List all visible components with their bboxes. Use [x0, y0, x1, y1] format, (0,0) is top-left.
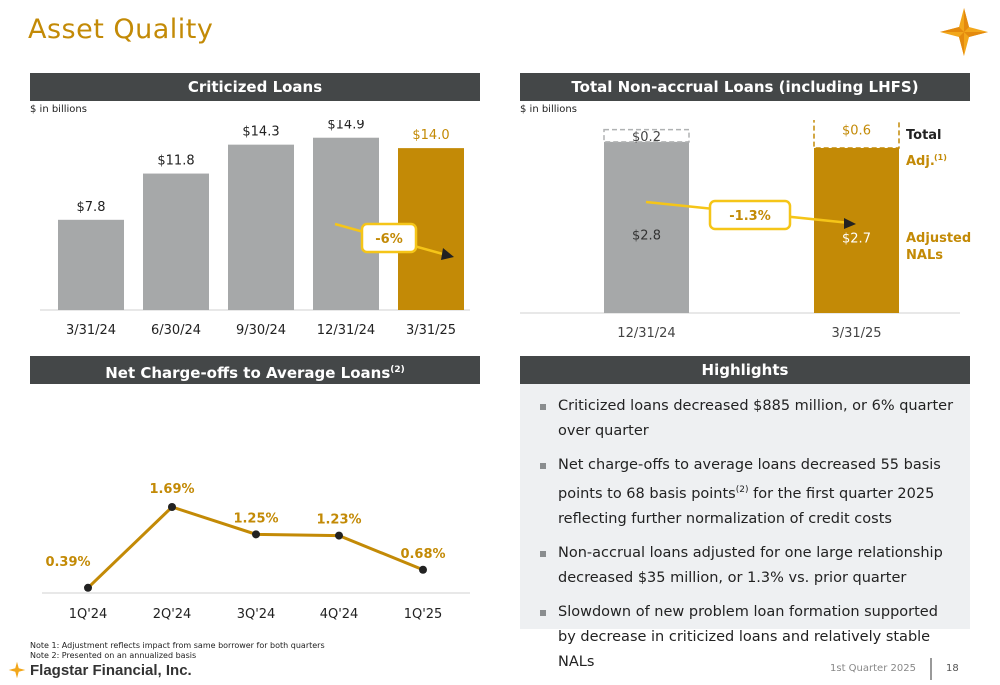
criticized-loans-header: Criticized Loans	[30, 73, 480, 101]
highlights-box: Criticized loans decreased $885 million,…	[520, 384, 970, 670]
adjustment-dashed-bar	[813, 120, 900, 149]
footer-divider	[930, 658, 932, 680]
x-tick-label: 1Q'25	[404, 607, 443, 622]
x-tick-label: 6/30/24	[151, 323, 201, 338]
flagstar-star-logo-icon	[940, 8, 988, 56]
x-tick-label: 3/31/24	[66, 323, 116, 338]
highlight-note: (2)	[735, 485, 749, 495]
highlights-list: Criticized loans decreased $885 million,…	[520, 384, 970, 675]
trend-arrowhead	[441, 248, 454, 260]
legend-adjusted-label: Adjusted	[906, 231, 971, 246]
data-point-label: 1.69%	[149, 482, 194, 497]
change-callout-box	[708, 199, 792, 231]
highlight-item: Non-accrual loans adjusted for one large…	[540, 541, 956, 591]
bar	[143, 173, 209, 310]
total-value-label: $2.9	[632, 120, 661, 121]
bar	[58, 219, 124, 310]
data-point-label: 0.68%	[400, 547, 445, 562]
nco-header-label: Net Charge-offs to Average Loans	[105, 364, 391, 382]
x-tick-label: 2Q'24	[153, 607, 192, 622]
page-number: 18	[946, 663, 959, 674]
legend-total-label: Total	[906, 128, 942, 143]
adjustment-dashed-bar	[603, 128, 690, 143]
x-tick-label: 9/30/24	[236, 323, 286, 338]
highlight-text-b: for the first quarter 2025 reflecting fu…	[558, 486, 935, 527]
nco-line-chart: 0.39% 1Q'24 1.69% 2Q'24 1.25% 3Q'24 1.23% 4Q'24…	[42, 482, 470, 622]
nco-header: Net Charge-offs to Average Loans(2)	[30, 356, 480, 384]
x-tick-label: 12/31/24	[317, 323, 375, 338]
bar-value-label: $14.0	[412, 128, 449, 143]
nco-header-note: (2)	[390, 365, 405, 375]
data-point	[252, 530, 260, 539]
bar-value-label: $11.8	[157, 154, 194, 169]
footer-quarter: 1st Quarter 2025	[830, 663, 916, 674]
trend-arrowhead	[844, 218, 856, 229]
footer-logo: Flagstar Financial, Inc.	[8, 661, 192, 679]
change-callout-label: -6%	[375, 232, 402, 247]
data-point	[335, 531, 343, 540]
highlight-text-a: Net charge-offs to average loans decreas…	[558, 457, 941, 502]
bar-value-label: $14.9	[327, 120, 364, 133]
adjustment-value-label: $0.6	[842, 124, 871, 139]
change-callout-label: -1.3%	[729, 209, 770, 224]
x-tick-label: 4Q'24	[320, 607, 359, 622]
adjusted-value-label: $2.8	[632, 228, 661, 243]
nonaccrual-unit-label: $ in billions	[520, 104, 577, 115]
data-point-label: 0.39%	[45, 555, 90, 570]
footnotes: Note 1: Adjustment reflects impact from …	[30, 641, 325, 661]
footer-star-icon	[8, 661, 26, 679]
data-point	[168, 503, 176, 511]
x-tick-label: 3/31/25	[831, 326, 881, 341]
adjustment-value-label: $0.2	[632, 130, 661, 145]
change-callout-box	[360, 222, 418, 254]
footnote-2: Note 2: Presented on an annualized basis	[30, 651, 197, 660]
footer-company-name: Flagstar Financial, Inc.	[30, 661, 192, 679]
highlights-header: Highlights	[520, 356, 970, 384]
data-point	[419, 565, 427, 574]
adjusted-nals-bar	[604, 141, 689, 313]
bar-value-label: $14.3	[242, 125, 279, 140]
bar-value-label: $7.8	[77, 200, 106, 215]
legend-adj-label: Adj.	[906, 154, 935, 169]
highlight-item: Net charge-offs to average loans decreas…	[540, 453, 956, 532]
adjusted-nals-bar	[814, 148, 899, 313]
data-point-label: 1.25%	[233, 511, 278, 526]
data-point-label: 1.23%	[316, 513, 361, 528]
footnote-1: Note 1: Adjustment reflects impact from …	[30, 641, 325, 650]
bar	[228, 144, 294, 310]
criticized-unit-label: $ in billions	[30, 104, 87, 115]
data-point	[84, 583, 92, 592]
x-tick-label: 3/31/25	[406, 323, 456, 338]
nonaccrual-loans-header: Total Non-accrual Loans (including LHFS)	[520, 73, 970, 101]
adjusted-value-label: $2.7	[842, 232, 871, 247]
highlight-item: Criticized loans decreased $885 million,…	[540, 394, 956, 444]
highlight-item: Slowdown of new problem loan formation s…	[540, 600, 956, 675]
nonaccrual-loans-chart: $2.8$0.2$2.912/31/24$2.7$0.6$3.33/31/25T…	[520, 120, 971, 341]
x-tick-label: 12/31/24	[617, 326, 675, 341]
x-tick-label: 1Q'24	[69, 607, 108, 622]
legend-adj-note: (1)	[934, 153, 947, 162]
page-title: Asset Quality	[28, 14, 214, 45]
criticized-loans-chart: $7.8 3/31/24 $11.8 6/30/24 $14.3 9/30/24 $14.9…	[40, 120, 470, 338]
legend-nals-label: NALs	[906, 248, 943, 263]
x-tick-label: 3Q'24	[237, 607, 276, 622]
